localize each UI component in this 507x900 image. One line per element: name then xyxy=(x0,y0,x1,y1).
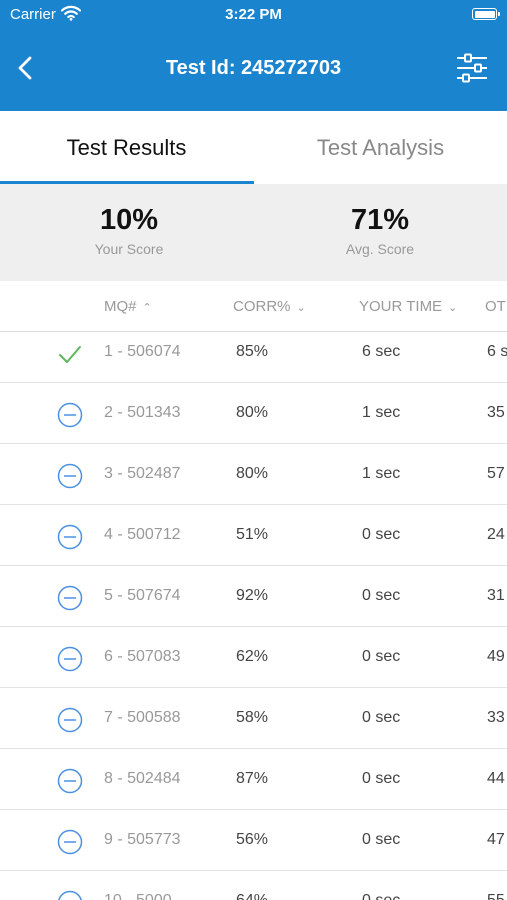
table-row[interactable]: 9 - 505773 56% 0 sec 47 xyxy=(0,810,507,871)
top-bar: Carrier 3:22 PM Test Id: 245272703 xyxy=(0,0,507,111)
row-other: 35 xyxy=(487,404,505,421)
table-row[interactable]: 6 - 507083 62% 0 sec 49 xyxy=(0,627,507,688)
your-score-value: 10% xyxy=(99,204,159,236)
row-your-time: 6 sec xyxy=(362,343,401,360)
row-your-time: 0 sec xyxy=(362,831,401,848)
minus-circle-icon xyxy=(57,707,83,733)
your-score: 10% Your Score xyxy=(2,204,256,257)
minus-circle-icon xyxy=(57,768,83,794)
table-row[interactable]: 10 - 5000 64% 0 sec 55 xyxy=(0,871,507,900)
table-row[interactable]: 3 - 502487 80% 1 sec 57 xyxy=(0,444,507,505)
row-mq: 6 - 507083 xyxy=(104,648,181,665)
column-header-other[interactable]: OT xyxy=(485,298,506,315)
row-other: 49 xyxy=(487,648,505,665)
row-mq: 4 - 500712 xyxy=(104,526,181,543)
row-corr: 62% xyxy=(236,648,269,665)
row-corr: 64% xyxy=(236,892,268,900)
row-mq: 7 - 500588 xyxy=(104,709,181,726)
row-mq: 2 - 501343 xyxy=(104,404,181,421)
row-other: 6 s xyxy=(487,343,507,360)
avg-score: 71% Avg. Score xyxy=(253,204,507,257)
minus-circle-icon xyxy=(57,646,83,672)
column-header-corr[interactable]: CORR% ⌄ xyxy=(233,298,306,315)
row-mq: 1 - 506074 xyxy=(104,343,181,360)
row-corr: 92% xyxy=(236,587,269,604)
avg-score-label: Avg. Score xyxy=(345,241,415,257)
row-your-time: 0 sec xyxy=(362,709,401,726)
status-time: 3:22 PM xyxy=(225,6,282,23)
row-corr: 58% xyxy=(236,709,269,726)
score-summary: 10% Your Score 71% Avg. Score xyxy=(0,184,507,281)
row-corr: 87% xyxy=(236,770,269,787)
column-header-your-time[interactable]: YOUR TIME ⌄ xyxy=(359,298,457,315)
status-bar: Carrier 3:22 PM xyxy=(0,0,507,30)
row-corr: 80% xyxy=(236,404,269,421)
row-other: 31 xyxy=(487,587,505,604)
table-header: MQ# ⌃ CORR% ⌄ YOUR TIME ⌄ OT xyxy=(0,281,507,332)
row-your-time: 0 sec xyxy=(362,587,401,604)
row-your-time: 0 sec xyxy=(362,770,401,787)
row-other: 33 xyxy=(487,709,505,726)
row-other: 47 xyxy=(487,831,505,848)
table-row[interactable]: 1 - 506074 85% 6 sec 6 s xyxy=(0,332,507,383)
active-tab-indicator xyxy=(0,181,254,184)
minus-circle-icon xyxy=(57,463,83,489)
page-title: Test Id: 245272703 xyxy=(165,57,342,79)
table-row[interactable]: 2 - 501343 80% 1 sec 35 xyxy=(0,383,507,444)
tab-bar: Test Results Test Analysis xyxy=(0,111,507,184)
row-corr: 85% xyxy=(236,343,269,360)
table-row[interactable]: 7 - 500588 58% 0 sec 33 xyxy=(0,688,507,749)
filter-settings-icon[interactable] xyxy=(455,52,489,84)
table-row[interactable]: 4 - 500712 51% 0 sec 24 xyxy=(0,505,507,566)
your-score-label: Your Score xyxy=(94,241,164,257)
row-mq: 9 - 505773 xyxy=(104,831,181,848)
row-your-time: 1 sec xyxy=(362,465,401,482)
column-header-corr-label: CORR% xyxy=(233,298,291,315)
column-header-your-time-label: YOUR TIME xyxy=(359,298,443,315)
battery-icon xyxy=(472,8,500,20)
check-icon xyxy=(59,346,81,363)
carrier-label: Carrier xyxy=(10,6,56,23)
chevron-up-icon: ⌃ xyxy=(142,302,152,314)
minus-circle-icon xyxy=(57,402,83,428)
wifi-icon xyxy=(61,5,81,21)
tab-test-analysis[interactable]: Test Analysis xyxy=(316,134,445,160)
row-other: 44 xyxy=(487,770,505,787)
row-mq: 10 - 5000 xyxy=(104,892,172,900)
row-your-time: 0 sec xyxy=(362,892,400,900)
chevron-down-icon: ⌄ xyxy=(448,302,458,314)
row-other: 57 xyxy=(487,465,505,482)
column-header-other-label: OT xyxy=(485,298,506,315)
row-other: 55 xyxy=(487,892,505,900)
minus-circle-icon xyxy=(58,890,82,900)
row-mq: 3 - 502487 xyxy=(104,465,181,482)
row-corr: 51% xyxy=(236,526,269,543)
row-your-time: 0 sec xyxy=(362,648,401,665)
back-icon[interactable] xyxy=(12,54,40,82)
results-list: 1 - 506074 85% 6 sec 6 s 2 - 501343 80% … xyxy=(0,332,507,900)
row-mq: 8 - 502484 xyxy=(104,770,181,787)
chevron-down-icon: ⌄ xyxy=(296,302,306,314)
row-other: 24 xyxy=(487,526,505,543)
row-your-time: 1 sec xyxy=(362,404,401,421)
table-row[interactable]: 8 - 502484 87% 0 sec 44 xyxy=(0,749,507,810)
row-corr: 80% xyxy=(236,465,269,482)
minus-circle-icon xyxy=(57,829,83,855)
tab-test-results[interactable]: Test Results xyxy=(66,134,187,160)
row-corr: 56% xyxy=(236,831,269,848)
row-your-time: 0 sec xyxy=(362,526,401,543)
avg-score-value: 71% xyxy=(350,204,410,236)
minus-circle-icon xyxy=(57,585,83,611)
minus-circle-icon xyxy=(57,524,83,550)
column-header-mq[interactable]: MQ# ⌃ xyxy=(104,298,152,315)
table-row[interactable]: 5 - 507674 92% 0 sec 31 xyxy=(0,566,507,627)
column-header-mq-label: MQ# xyxy=(104,298,137,315)
row-mq: 5 - 507674 xyxy=(104,587,181,604)
